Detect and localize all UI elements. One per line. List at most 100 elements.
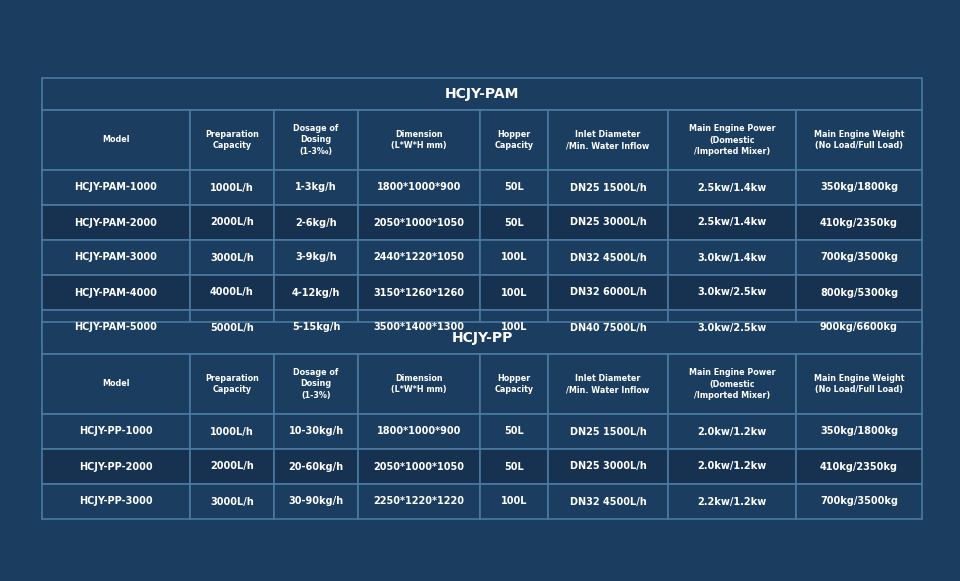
Bar	[190, 240, 274, 275]
Text: 2.0kw/1.2kw: 2.0kw/1.2kw	[697, 461, 767, 472]
Bar	[548, 205, 668, 240]
Bar	[42, 170, 190, 205]
Text: 700kg/3500kg: 700kg/3500kg	[820, 497, 898, 507]
Text: Hopper
Capacity: Hopper Capacity	[494, 374, 534, 394]
Bar	[548, 414, 668, 449]
Bar	[274, 110, 358, 170]
Text: 30-90kg/h: 30-90kg/h	[288, 497, 344, 507]
Text: 1000L/h: 1000L/h	[210, 426, 253, 436]
Text: HCJY-PAM: HCJY-PAM	[444, 87, 519, 101]
Text: Dosage of
Dosing
(1-3%): Dosage of Dosing (1-3%)	[294, 368, 339, 400]
Bar	[480, 170, 548, 205]
Text: 3.0kw/2.5kw: 3.0kw/2.5kw	[697, 288, 767, 297]
Bar	[480, 414, 548, 449]
Bar	[480, 310, 548, 345]
Bar	[190, 275, 274, 310]
Bar	[274, 449, 358, 484]
Text: 3.0kw/1.4kw: 3.0kw/1.4kw	[697, 253, 767, 263]
Bar	[274, 484, 358, 519]
Text: 100L: 100L	[501, 288, 527, 297]
Bar	[358, 354, 480, 414]
Bar	[548, 110, 668, 170]
Bar	[668, 484, 796, 519]
Bar	[796, 110, 922, 170]
Bar	[42, 322, 922, 354]
Text: Hopper
Capacity: Hopper Capacity	[494, 130, 534, 150]
Text: DN25 3000L/h: DN25 3000L/h	[569, 461, 646, 472]
Bar	[548, 275, 668, 310]
Bar	[548, 170, 668, 205]
Bar	[42, 240, 190, 275]
Bar	[190, 170, 274, 205]
Bar	[274, 414, 358, 449]
Bar	[548, 484, 668, 519]
Bar	[668, 414, 796, 449]
Text: Inlet Diameter
/Min. Water Inflow: Inlet Diameter /Min. Water Inflow	[566, 130, 650, 150]
Bar	[668, 110, 796, 170]
Bar	[42, 414, 190, 449]
Bar	[42, 78, 922, 110]
Bar	[42, 205, 190, 240]
Text: Main Engine Weight
(No Load/Full Load): Main Engine Weight (No Load/Full Load)	[814, 374, 904, 394]
Text: 1800*1000*900: 1800*1000*900	[377, 426, 461, 436]
Text: Model: Model	[103, 135, 130, 145]
Bar	[358, 275, 480, 310]
Bar	[796, 484, 922, 519]
Bar	[796, 414, 922, 449]
Bar	[668, 275, 796, 310]
Bar	[480, 205, 548, 240]
Text: 2050*1000*1050: 2050*1000*1050	[373, 461, 465, 472]
Bar	[668, 205, 796, 240]
Text: 4000L/h: 4000L/h	[210, 288, 253, 297]
Bar	[190, 110, 274, 170]
Text: 2.5kw/1.4kw: 2.5kw/1.4kw	[697, 182, 767, 192]
Text: 2.5kw/1.4kw: 2.5kw/1.4kw	[697, 217, 767, 228]
Text: Main Engine Power
(Domestic
/Imported Mixer): Main Engine Power (Domestic /Imported Mi…	[688, 124, 776, 156]
Bar	[358, 205, 480, 240]
Bar	[358, 414, 480, 449]
Text: DN25 3000L/h: DN25 3000L/h	[569, 217, 646, 228]
Bar	[358, 170, 480, 205]
Text: DN32 4500L/h: DN32 4500L/h	[569, 253, 646, 263]
Text: DN32 6000L/h: DN32 6000L/h	[569, 288, 646, 297]
Bar	[42, 275, 190, 310]
Text: 5000L/h: 5000L/h	[210, 322, 253, 332]
Text: 3000L/h: 3000L/h	[210, 497, 253, 507]
Text: Dosage of
Dosing
(1-3‰): Dosage of Dosing (1-3‰)	[294, 124, 339, 156]
Text: 2050*1000*1050: 2050*1000*1050	[373, 217, 465, 228]
Text: 3.0kw/2.5kw: 3.0kw/2.5kw	[697, 322, 767, 332]
Bar	[548, 449, 668, 484]
Bar	[480, 449, 548, 484]
Text: Dimension
(L*W*H mm): Dimension (L*W*H mm)	[391, 130, 446, 150]
Bar	[42, 110, 190, 170]
Text: 2250*1220*1220: 2250*1220*1220	[373, 497, 465, 507]
Text: DN40 7500L/h: DN40 7500L/h	[569, 322, 646, 332]
Bar	[274, 275, 358, 310]
Bar	[358, 310, 480, 345]
Bar	[190, 205, 274, 240]
Bar	[190, 484, 274, 519]
Bar	[42, 354, 190, 414]
Text: Model: Model	[103, 379, 130, 389]
Text: 700kg/3500kg: 700kg/3500kg	[820, 253, 898, 263]
Bar	[480, 354, 548, 414]
Text: 1000L/h: 1000L/h	[210, 182, 253, 192]
Bar	[274, 354, 358, 414]
Bar	[796, 275, 922, 310]
Bar	[274, 205, 358, 240]
Bar	[796, 170, 922, 205]
Text: 4-12kg/h: 4-12kg/h	[292, 288, 340, 297]
Text: 50L: 50L	[504, 217, 524, 228]
Text: 3150*1260*1260: 3150*1260*1260	[373, 288, 465, 297]
Bar	[668, 240, 796, 275]
Bar	[668, 170, 796, 205]
Text: 350kg/1800kg: 350kg/1800kg	[820, 182, 898, 192]
Text: 2-6kg/h: 2-6kg/h	[295, 217, 337, 228]
Text: 2440*1220*1050: 2440*1220*1050	[373, 253, 465, 263]
Bar	[668, 449, 796, 484]
Bar	[480, 110, 548, 170]
Bar	[796, 205, 922, 240]
Text: 50L: 50L	[504, 182, 524, 192]
Text: 100L: 100L	[501, 497, 527, 507]
Bar	[548, 310, 668, 345]
